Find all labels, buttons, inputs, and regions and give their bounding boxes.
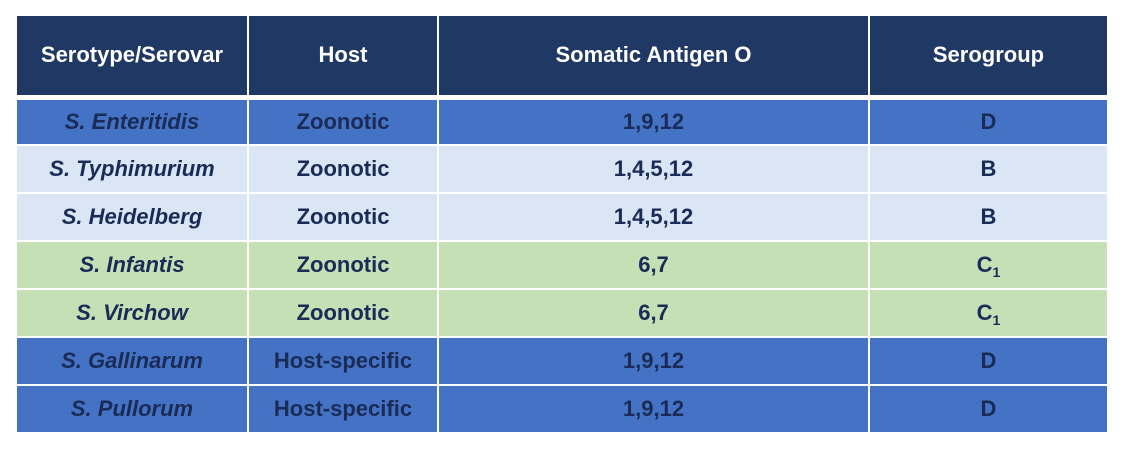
header-host: Host	[247, 14, 439, 100]
antigen-cell: 1,9,12	[437, 384, 870, 434]
serogroup-cell-text: B	[980, 204, 997, 229]
serogroup-subscript: 1	[992, 264, 1001, 280]
serogroup-cell: C1	[868, 288, 1109, 338]
header-somatic-antigen: Somatic Antigen O	[437, 14, 870, 100]
antigen-cell-text: 1,4,5,12	[613, 204, 694, 229]
serotype-cell-text: S. Gallinarum	[61, 348, 203, 373]
antigen-cell: 1,9,12	[437, 96, 870, 146]
antigen-cell: 6,7	[437, 288, 870, 338]
header-serogroup: Serogroup	[868, 14, 1109, 100]
serotype-cell: S. Virchow	[15, 288, 249, 338]
host-cell: Zoonotic	[247, 192, 439, 242]
host-cell: Host-specific	[247, 384, 439, 434]
table-header: Serotype/Serovar Host Somatic Antigen O …	[15, 14, 1109, 100]
serogroup-cell-text: D	[980, 108, 997, 134]
host-cell-text: Zoonotic	[296, 108, 390, 134]
table-row: S. Gallinarum Host-specific 1,9,12 D	[15, 336, 1109, 386]
serotype-cell-text: S. Heidelberg	[61, 204, 203, 229]
serotype-cell-text: S. Infantis	[79, 252, 185, 277]
antigen-cell-text: 1,4,5,12	[613, 156, 694, 181]
serogroup-cell-text: B	[980, 156, 997, 181]
serotype-cell: S. Heidelberg	[15, 192, 249, 242]
serogroup-subscript: 1	[992, 312, 1001, 328]
table-row: S. Heidelberg Zoonotic 1,4,5,12 B	[15, 192, 1109, 242]
header-serotype: Serotype/Serovar	[15, 14, 249, 100]
antigen-cell-text: 1,9,12	[622, 348, 685, 373]
host-cell: Host-specific	[247, 336, 439, 386]
antigen-cell-text: 1,9,12	[622, 396, 685, 421]
host-cell: Zoonotic	[247, 240, 439, 290]
antigen-cell-text: 6,7	[638, 300, 669, 325]
antigen-cell-text: 1,9,12	[622, 108, 685, 134]
host-cell: Zoonotic	[247, 288, 439, 338]
serogroup-cell-text: D	[980, 396, 997, 421]
serotype-cell: S. Gallinarum	[15, 336, 249, 386]
table-row: S. Virchow Zoonotic 6,7 C1	[15, 288, 1109, 338]
serotype-cell: S. Pullorum	[15, 384, 249, 434]
serovar-table: Serotype/Serovar Host Somatic Antigen O …	[15, 14, 1109, 434]
host-cell: Zoonotic	[247, 144, 439, 194]
serogroup-cell-text: C	[976, 252, 993, 277]
serotype-cell: S. Infantis	[15, 240, 249, 290]
table-row: S. Typhimurium Zoonotic 1,4,5,12 B	[15, 144, 1109, 194]
host-cell-text: Zoonotic	[296, 204, 390, 229]
serotype-cell-text: S. Enteritidis	[64, 108, 200, 134]
table-body: S. Enteritidis Zoonotic 1,9,12 D S. Typhimur…	[15, 96, 1109, 434]
antigen-cell: 1,9,12	[437, 336, 870, 386]
table-row: S. Enteritidis Zoonotic 1,9,12 D	[15, 96, 1109, 146]
host-cell-text: Host-specific	[273, 396, 413, 421]
header-row: Serotype/Serovar Host Somatic Antigen O …	[15, 14, 1109, 100]
host-cell-text: Host-specific	[273, 348, 413, 373]
host-cell-text: Zoonotic	[296, 156, 390, 181]
serotype-cell: S. Typhimurium	[15, 144, 249, 194]
serogroup-cell: B	[868, 144, 1109, 194]
serogroup-cell: D	[868, 336, 1109, 386]
host-cell-text: Zoonotic	[296, 300, 390, 325]
table-row: S. Infantis Zoonotic 6,7 C1	[15, 240, 1109, 290]
antigen-cell: 6,7	[437, 240, 870, 290]
host-cell: Zoonotic	[247, 96, 439, 146]
serogroup-cell: C1	[868, 240, 1109, 290]
serogroup-cell-text: D	[980, 348, 997, 373]
serogroup-cell-text: C	[976, 300, 993, 325]
host-cell-text: Zoonotic	[296, 252, 390, 277]
serotype-cell-text: S. Pullorum	[70, 396, 194, 421]
serogroup-cell: B	[868, 192, 1109, 242]
serogroup-cell: D	[868, 384, 1109, 434]
antigen-cell: 1,4,5,12	[437, 192, 870, 242]
serotype-cell-text: S. Virchow	[76, 300, 188, 325]
serotype-cell: S. Enteritidis	[15, 96, 249, 146]
serotype-cell-text: S. Typhimurium	[49, 156, 215, 181]
antigen-cell-text: 6,7	[638, 252, 669, 277]
serogroup-cell: D	[868, 96, 1109, 146]
table-row: S. Pullorum Host-specific 1,9,12 D	[15, 384, 1109, 434]
antigen-cell: 1,4,5,12	[437, 144, 870, 194]
